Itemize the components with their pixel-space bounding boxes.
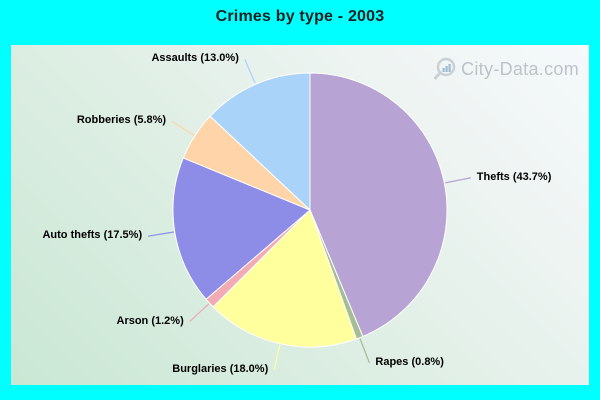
slice-label-thefts: Thefts (43.7%) xyxy=(476,170,552,183)
slice-label-arson: Arson (1.2%) xyxy=(116,314,184,327)
leader-line-auto-thefts xyxy=(148,231,174,237)
leader-line-thefts xyxy=(445,177,471,184)
pie-slice-burglaries xyxy=(212,209,357,348)
slice-label-rapes: Rapes (0.8%) xyxy=(375,355,444,368)
slice-label-auto-thefts: Auto thefts (17.5%) xyxy=(42,229,143,242)
leader-line-assaults xyxy=(244,59,256,84)
chart-title: Crimes by type - 2003 xyxy=(215,8,385,25)
leader-line-arson xyxy=(189,303,210,322)
leader-line-rapes xyxy=(359,338,370,364)
pie-slice-auto-thefts xyxy=(172,157,311,300)
pie-slice-thefts xyxy=(309,72,448,337)
watermark-text: City-Data.com xyxy=(461,58,579,79)
slice-label-assaults: Assaults (13.0%) xyxy=(151,52,239,65)
pie-chart xyxy=(148,59,471,371)
watermark: City-Data.com xyxy=(432,56,579,82)
pie-slice-assaults xyxy=(209,72,311,211)
leader-line-burglaries xyxy=(273,344,281,371)
magnifier-bar-chart-icon xyxy=(434,57,456,80)
slice-label-robberies: Robberies (5.8%) xyxy=(76,114,167,127)
slice-label-burglaries: Burglaries (18.0%) xyxy=(172,363,269,376)
leader-line-robberies xyxy=(171,120,195,136)
plot-area: City-Data.com Thefts (43.7%) Rapes (0.8%)… xyxy=(11,45,589,385)
